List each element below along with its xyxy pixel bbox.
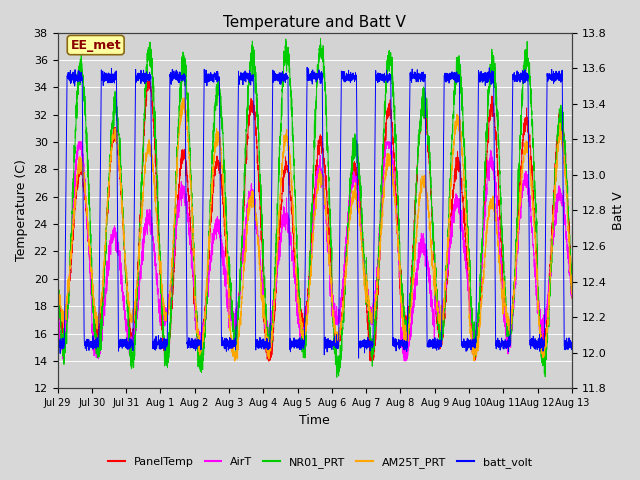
batt_volt: [146, 73, 154, 79]
Line: NR01_PRT: NR01_PRT: [58, 39, 572, 377]
Line: PanelTemp: PanelTemp: [58, 78, 572, 361]
batt_volt: [355, 355, 362, 361]
AM25T_PRT: [146, 148, 154, 154]
batt_volt: [430, 340, 438, 346]
Y-axis label: Batt V: Batt V: [612, 191, 625, 230]
PanelTemp: [146, 79, 154, 84]
Line: AirT: AirT: [58, 142, 572, 361]
AirT: [146, 219, 154, 225]
AirT: [430, 324, 438, 329]
AM25T_PRT: [568, 271, 576, 277]
batt_volt: [295, 342, 303, 348]
AirT: [568, 287, 576, 293]
NR01_PRT: [568, 273, 575, 278]
PanelTemp: [54, 287, 61, 292]
AM25T_PRT: [230, 358, 238, 364]
AirT: [74, 139, 82, 145]
AirT: [568, 285, 575, 290]
batt_volt: [54, 345, 61, 350]
batt_volt: [459, 344, 467, 350]
NR01_PRT: [568, 260, 576, 266]
AirT: [54, 294, 61, 300]
Line: AM25T_PRT: AM25T_PRT: [58, 98, 572, 361]
PanelTemp: [430, 247, 438, 253]
NR01_PRT: [333, 374, 340, 380]
AM25T_PRT: [401, 338, 409, 344]
NR01_PRT: [459, 117, 467, 122]
AM25T_PRT: [54, 280, 61, 286]
PanelTemp: [568, 272, 575, 277]
NR01_PRT: [54, 274, 61, 279]
PanelTemp: [145, 75, 152, 81]
NR01_PRT: [317, 36, 324, 42]
Line: batt_volt: batt_volt: [58, 67, 572, 358]
PanelTemp: [296, 299, 303, 305]
Text: EE_met: EE_met: [70, 38, 121, 51]
NR01_PRT: [430, 241, 438, 247]
AM25T_PRT: [180, 95, 188, 101]
AirT: [459, 230, 467, 236]
AM25T_PRT: [568, 289, 575, 295]
Legend: PanelTemp, AirT, NR01_PRT, AM25T_PRT, batt_volt: PanelTemp, AirT, NR01_PRT, AM25T_PRT, ba…: [104, 452, 536, 472]
AM25T_PRT: [296, 307, 303, 313]
PanelTemp: [459, 195, 467, 201]
AirT: [296, 314, 303, 320]
NR01_PRT: [146, 52, 154, 58]
AirT: [401, 358, 408, 364]
X-axis label: Time: Time: [300, 414, 330, 427]
NR01_PRT: [295, 300, 303, 305]
batt_volt: [401, 339, 409, 345]
batt_volt: [568, 340, 575, 346]
batt_volt: [303, 64, 311, 70]
PanelTemp: [162, 358, 170, 364]
PanelTemp: [401, 319, 409, 324]
Y-axis label: Temperature (C): Temperature (C): [15, 159, 28, 262]
PanelTemp: [568, 295, 576, 301]
AM25T_PRT: [459, 163, 467, 168]
AirT: [401, 351, 409, 357]
Title: Temperature and Batt V: Temperature and Batt V: [223, 15, 406, 30]
batt_volt: [568, 345, 576, 350]
NR01_PRT: [401, 333, 409, 338]
AM25T_PRT: [430, 283, 438, 288]
